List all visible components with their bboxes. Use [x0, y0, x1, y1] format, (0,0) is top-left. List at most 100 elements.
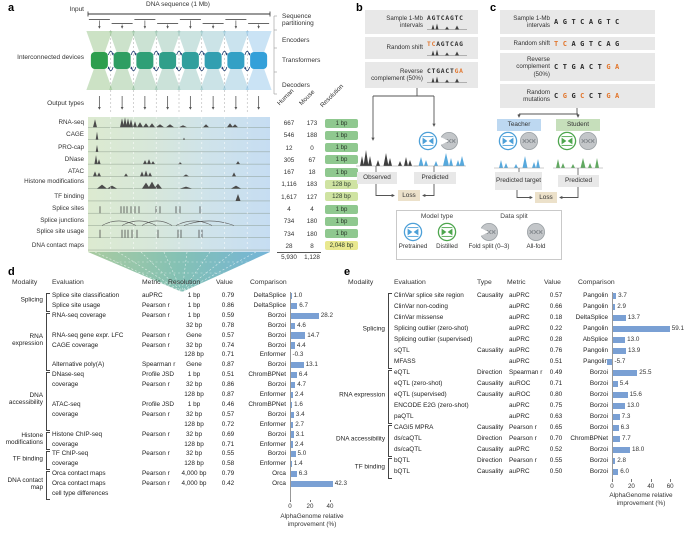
evaluation-cell: bQTL — [394, 457, 410, 464]
evaluation-cell: sQTL — [394, 347, 410, 354]
modality-label: RNA expression — [12, 333, 43, 347]
resolution-badge: 1 bp — [325, 155, 358, 165]
resolution-cell: 1 bp — [187, 301, 201, 309]
axis-title: AlphaGenome relative improvement (%) — [609, 492, 673, 507]
axis-tick — [612, 479, 613, 482]
bar-value: 4.6 — [297, 321, 306, 329]
evaluation-cell: eQTL (supervised) — [394, 391, 447, 398]
step-sequence-wrap: AGTCAGTC — [427, 15, 467, 30]
bar — [606, 358, 612, 366]
evaluation-cell: ATAC-seq — [52, 400, 81, 408]
output-types-label: Output types — [47, 100, 84, 107]
bar — [612, 369, 638, 377]
value-cell: 0.78 — [221, 321, 235, 329]
human-count: 28 — [285, 242, 293, 250]
comparison-cell: Borzoi — [267, 321, 286, 329]
bar — [612, 380, 618, 388]
evaluation-cell: ds/caQTL — [394, 446, 422, 453]
comparison-cell: DeltaSplice — [575, 314, 608, 321]
comparison-cell: Borzoi — [589, 413, 608, 420]
student-predicted-track — [553, 158, 603, 169]
column-header: Evaluation — [52, 279, 84, 286]
type-cell: Causality — [477, 468, 504, 475]
metric-cell: auPRC — [509, 314, 530, 321]
stage-label-sequence-partitioning: Sequence partitioning — [282, 13, 314, 28]
axis-title: AlphaGenome relative improvement (%) — [280, 512, 344, 528]
comparison-cell: Borzoi — [267, 331, 286, 339]
metric-cell: Spearman r — [509, 369, 543, 376]
evaluation-cell: coverage — [52, 381, 79, 389]
bar-value: 14.7 — [307, 331, 320, 339]
panel-c-label: c — [490, 2, 497, 14]
track-name: CAGE — [66, 131, 84, 139]
value-cell: 0.57 — [221, 410, 235, 418]
bar-value: 2.7 — [295, 420, 304, 428]
comparison-cell: Borzoi — [267, 430, 286, 438]
human-count: 734 — [283, 218, 295, 226]
bar — [612, 435, 620, 443]
evaluation-cell: Orca contact maps — [52, 470, 106, 478]
value-cell: 0.22 — [549, 325, 563, 332]
modality-label: Histone modifications — [5, 432, 43, 446]
type-cell: Causality — [477, 292, 504, 299]
bar-value: 15.6 — [629, 391, 642, 398]
resolution-badge: 128 bp — [325, 180, 358, 189]
chart-axis — [290, 292, 291, 500]
predicted-target-label: Predicted target — [495, 172, 542, 190]
comparison-cell: Borzoi — [589, 468, 608, 475]
comparison-cell: Borzoi — [267, 410, 286, 418]
resolution-cell: 1 bp — [187, 292, 201, 299]
metric-cell: auPRC — [509, 413, 530, 420]
column-header: Type — [477, 279, 492, 286]
axis-tick-label: 20 — [627, 482, 635, 490]
bar — [290, 332, 306, 339]
metric-cell: Pearson r — [142, 331, 170, 339]
evaluation-cell: Alternative poly(A) — [52, 361, 105, 369]
comparison-cell: Borzoi — [589, 380, 608, 387]
legend-data-split-title: Data split — [500, 213, 528, 220]
modality-label: DNA accessibility — [336, 435, 386, 443]
column-header: Metric — [507, 279, 526, 286]
value-cell: 0.18 — [549, 314, 563, 321]
bar — [290, 401, 293, 408]
bar-value: 42.3 — [334, 480, 348, 488]
loss-box-b: Loss — [398, 190, 420, 201]
type-cell: Direction — [477, 369, 503, 376]
type-cell: Direction — [477, 435, 503, 442]
comparison-cell: Borzoi — [589, 446, 608, 453]
loss-box-c: Loss — [535, 192, 557, 203]
comparison-cell: Orca — [272, 480, 286, 488]
evaluation-cell: paQTL — [394, 413, 414, 420]
value-cell: 0.71 — [549, 380, 563, 387]
column-header: Metric — [142, 279, 161, 286]
bar-value: 25.5 — [639, 369, 652, 376]
step-sequence-wrap: AGTCAGTC — [554, 18, 624, 26]
chart-axis — [612, 292, 613, 479]
comparison-cell: ChromBPNet — [248, 400, 286, 408]
resolution-cell: 32 bp — [186, 430, 202, 438]
sequence-text: AGTCAGTC — [554, 18, 624, 26]
value-cell: 0.55 — [549, 457, 563, 464]
metric-cell: Pearson r — [142, 311, 170, 319]
comparison-cell: Borzoi — [267, 311, 286, 319]
bar-value: 6.7 — [299, 301, 308, 309]
mini-signal-track — [427, 76, 467, 83]
comparison-cell: Borzoi — [589, 391, 608, 398]
predicted-track-b — [414, 153, 466, 167]
value-cell: 0.58 — [221, 460, 235, 468]
bar — [612, 303, 616, 311]
value-cell: 0.57 — [549, 292, 563, 299]
comparison-cell: Enformer — [259, 440, 286, 448]
metric-cell: Pearson r — [142, 480, 170, 488]
bar-value: 59.1 — [671, 325, 685, 332]
step-label: Reverse complement (50%) — [371, 67, 423, 82]
track-area — [88, 117, 270, 252]
bar-value: 4.4 — [296, 341, 306, 349]
type-cell: Causality — [477, 424, 504, 431]
teacher-label: Teacher — [497, 119, 541, 131]
resolution-cell: 128 bp — [184, 351, 204, 359]
comparison-cell: Pangolin — [583, 303, 608, 310]
metric-cell: Pearson r — [509, 424, 537, 431]
metric-cell: Pearson r — [142, 450, 170, 458]
step-row: Sample 1-Mb intervals AGTCAGTC — [500, 10, 655, 34]
